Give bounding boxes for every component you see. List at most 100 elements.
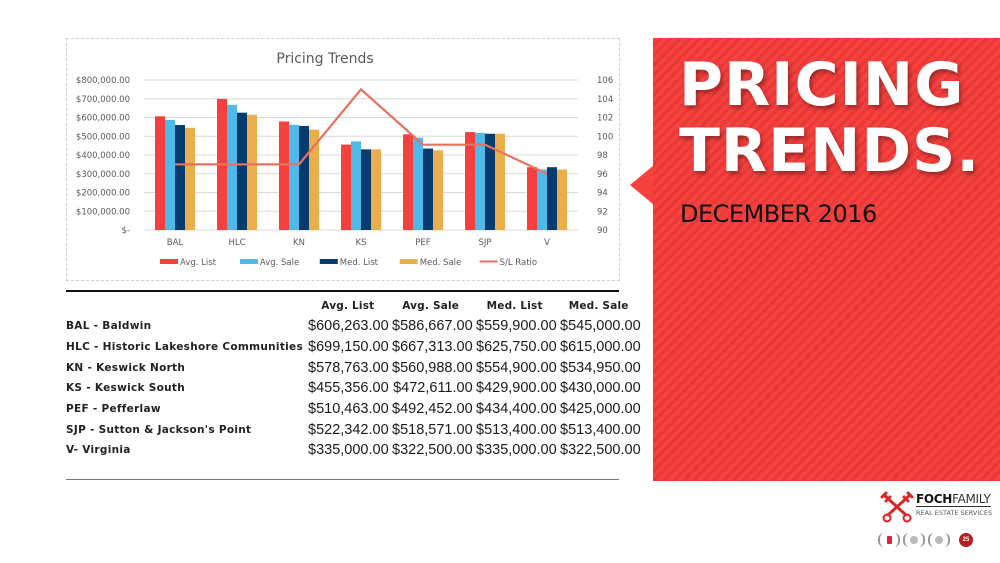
avg-list-value: $522,342.00 [308, 421, 389, 438]
y2-tick-label: 94 [597, 189, 608, 199]
x-tick-label: KS [356, 238, 367, 248]
med-sale-value: $430,000.00 [560, 380, 641, 397]
header-avg-sale: Avg. Sale [402, 300, 460, 312]
y-tick-label: $200,000.00 [76, 189, 130, 199]
brand-name-bold: FOCH [916, 492, 953, 506]
area-name: BAL - Baldwin [66, 320, 152, 333]
table-row: V- Virginia $335,000.00 $322,500.00 $335… [66, 440, 641, 461]
legend-swatch [160, 259, 178, 264]
bar-avg-sale [351, 141, 361, 230]
legend-label: Med. Sale [420, 258, 462, 268]
x-tick-label: V [544, 238, 550, 248]
med-list-value: $625,750.00 [476, 339, 557, 356]
med-sale-value: $513,400.00 [560, 421, 641, 438]
bar-med-list [361, 149, 371, 230]
legend-swatch [319, 259, 338, 264]
y2-tick-label: 90 [597, 226, 608, 236]
bar-avg-sale [289, 124, 299, 230]
hero-panel [653, 38, 1000, 481]
award-badge-icon [903, 533, 925, 547]
y-tick-label: $100,000.00 [76, 207, 130, 217]
area-name: HLC - Historic Lakeshore Communities [66, 341, 304, 354]
x-tick-label: HLC [228, 238, 245, 248]
bar-avg-sale [227, 104, 237, 230]
y-tick-label: $- [122, 226, 130, 236]
avg-sale-value: $322,500.00 [392, 442, 473, 459]
pricing-table: Avg. List Avg. Sale Med. List Med. Sale … [66, 296, 641, 461]
table-row: PEF - Pefferlaw $510,463.00 $492,452.00 … [66, 399, 641, 420]
bar-med-sale [495, 133, 505, 230]
x-tick-label: SJP [478, 238, 491, 248]
hero-pointer [630, 165, 654, 205]
anniversary-seal-icon: 25 [953, 532, 979, 548]
y-tick-label: $700,000.00 [76, 95, 130, 105]
bar-avg-list [341, 144, 351, 230]
med-list-value: $434,400.00 [476, 401, 557, 418]
bar-med-sale [557, 169, 567, 230]
avg-sale-value: $472,611.00 [393, 380, 473, 397]
bar-avg-list [279, 121, 289, 230]
med-sale-value: $545,000.00 [560, 318, 641, 335]
table-row: KN - Keswick North $578,763.00 $560,988.… [66, 357, 641, 378]
bar-med-sale [247, 114, 257, 230]
med-list-value: $554,900.00 [476, 359, 557, 376]
sl-ratio-line [175, 87, 548, 175]
bar-med-list [299, 125, 309, 230]
chart-title: Pricing Trends [276, 51, 373, 67]
bar-avg-list [527, 167, 537, 230]
table-row: KS - Keswick South $455,356.00 $472,611.… [66, 378, 641, 399]
med-list-value: $335,000.00 [476, 442, 557, 459]
x-tick-label: BAL [167, 238, 184, 248]
brand-name: FOCHFAMILY [916, 493, 991, 507]
y2-tick-label: 92 [597, 207, 608, 217]
avg-list-value: $699,150.00 [308, 339, 389, 356]
chart-container: Pricing Trends $800,000.00 106 $700,000.00 1… [66, 38, 620, 281]
table-row: SJP - Sutton & Jackson's Point $522,342.… [66, 419, 641, 440]
area-name: KS - Keswick South [66, 382, 185, 395]
bar-avg-list [465, 132, 475, 230]
header-area [66, 296, 307, 316]
hero-title: PRICING TRENDS. [679, 52, 980, 184]
y-tick-label: $500,000.00 [76, 132, 130, 142]
bar-avg-sale [413, 137, 423, 230]
avg-sale-value: $492,452.00 [392, 401, 473, 418]
award-badge-icon [878, 533, 900, 547]
bar-avg-list [403, 134, 413, 230]
table-bottom-divider [66, 479, 619, 480]
med-list-value: $559,900.00 [476, 318, 557, 335]
header-avg-list: Avg. List [321, 300, 375, 312]
bar-med-list [237, 112, 247, 230]
brand-tagline: REAL ESTATE SERVICES [916, 509, 993, 517]
hero-title-line2: TRENDS. [679, 116, 981, 186]
med-sale-value: $322,500.00 [560, 442, 641, 459]
hero-title-line1: PRICING [679, 50, 965, 120]
bar-med-sale [371, 149, 381, 230]
bar-med-sale [185, 127, 195, 230]
area-name: PEF - Pefferlaw [66, 403, 161, 416]
bar-med-sale [433, 150, 443, 230]
y2-tick-label: 104 [597, 95, 613, 105]
table-row: HLC - Historic Lakeshore Communities $69… [66, 337, 641, 358]
area-name: SJP - Sutton & Jackson's Point [66, 423, 252, 436]
y-tick-label: $800,000.00 [76, 76, 130, 86]
med-sale-value: $534,950.00 [560, 359, 641, 376]
med-sale-value: $425,000.00 [560, 401, 641, 418]
table-row: BAL - Baldwin $606,263.00 $586,667.00 $5… [66, 316, 641, 337]
header-med-sale: Med. Sale [568, 300, 629, 312]
award-badges: 25 [878, 532, 979, 548]
med-list-value: $513,400.00 [476, 421, 557, 438]
award-badge-icon [928, 533, 950, 547]
legend-label: S/L Ratio [500, 258, 538, 268]
med-list-value: $429,900.00 [476, 380, 557, 397]
x-tick-label: KN [293, 238, 305, 248]
y-tick-label: $300,000.00 [76, 170, 130, 180]
table-top-divider [66, 290, 619, 292]
y2-tick-label: 106 [597, 76, 613, 86]
bar-avg-sale [475, 132, 485, 230]
area-name: V- Virginia [66, 444, 131, 457]
bar-avg-list [155, 116, 165, 230]
y-tick-label: $400,000.00 [76, 151, 130, 161]
y2-tick-label: 98 [597, 151, 608, 161]
bar-med-sale [309, 129, 319, 230]
bar-avg-sale [165, 119, 175, 230]
